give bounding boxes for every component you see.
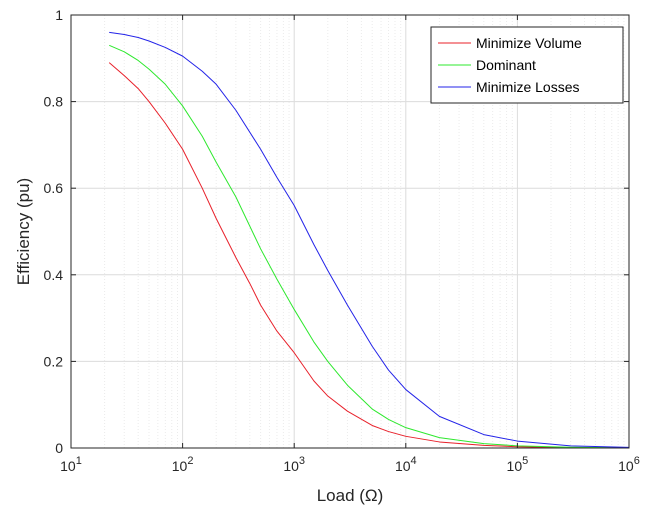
x-tick-labels: 101 102 103 104 105 106 <box>60 455 640 474</box>
y-tick-label: 0.4 <box>44 267 64 283</box>
y-tick-label: 1 <box>55 7 63 23</box>
series-line-1 <box>108 62 630 449</box>
x-axis-label: Load (Ω) <box>317 486 384 505</box>
series-line-3 <box>109 31 630 448</box>
series-line-2 <box>109 44 630 449</box>
plot-frame <box>70 14 630 449</box>
y-axis-label: Efficiency (pu) <box>14 178 33 285</box>
legend-entry: Minimize Losses <box>476 79 579 95</box>
grid-lines <box>70 14 630 449</box>
x-tick-label: 103 <box>283 455 305 474</box>
legend: Minimize Volume Dominant Minimize Losses <box>430 26 624 104</box>
y-tick-label: 0.2 <box>44 353 64 369</box>
legend-entry: Minimize Volume <box>476 35 582 51</box>
y-tick-label: 0 <box>55 440 63 456</box>
y-tick-labels: 0 0.2 0.4 0.6 0.8 1 <box>44 7 64 456</box>
axis-ticks <box>70 14 630 449</box>
y-tick-label: 0.6 <box>44 180 64 196</box>
x-tick-label: 105 <box>507 455 529 474</box>
x-tick-label: 101 <box>60 455 82 474</box>
series-lines <box>108 31 630 449</box>
y-tick-label: 0.8 <box>44 94 64 110</box>
x-tick-label: 106 <box>618 455 640 474</box>
legend-entry: Dominant <box>476 57 536 73</box>
x-tick-label: 104 <box>395 455 417 474</box>
x-tick-label: 102 <box>172 455 194 474</box>
